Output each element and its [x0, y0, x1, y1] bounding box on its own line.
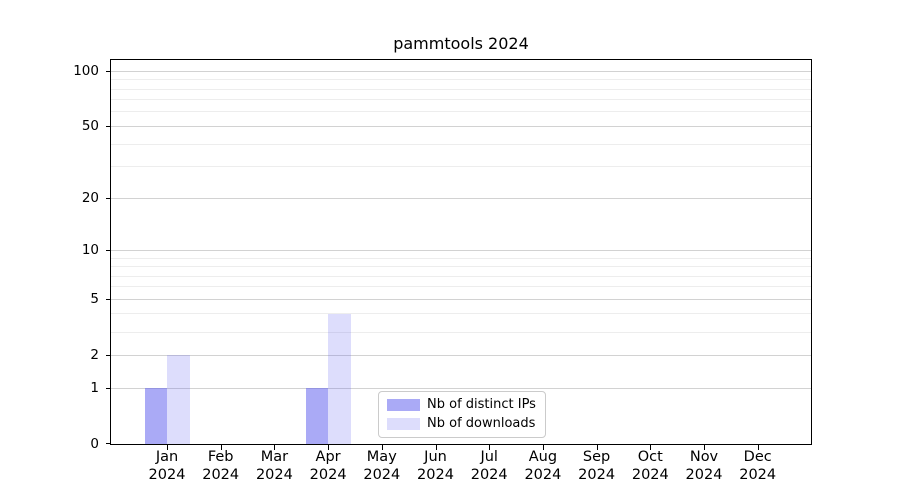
bar-distinct-ips: [305, 388, 329, 444]
y-axis-tick: [106, 443, 110, 444]
month-label: Mar: [260, 449, 289, 465]
month-label: Sep: [582, 449, 611, 465]
major-gridline: [111, 197, 811, 199]
year-label: 2024: [202, 466, 240, 483]
x-axis-tick: [489, 445, 491, 450]
month-label: May: [366, 449, 397, 465]
minor-gridline: [111, 111, 811, 113]
minor-gridline: [111, 257, 811, 259]
year-label: 2024: [524, 466, 562, 483]
month-label: Jan: [155, 449, 179, 465]
x-axis-tick-label: Jan 2024: [149, 449, 186, 484]
minor-gridline: [111, 88, 811, 90]
bar-downloads: [167, 355, 190, 444]
year-label: 2024: [631, 466, 669, 483]
minor-gridline: [111, 331, 811, 333]
minor-gridline: [111, 275, 811, 277]
year-label: 2024: [578, 466, 616, 483]
legend-swatch-distinct-ips: [387, 399, 420, 411]
y-axis-tick-label: 2: [90, 347, 99, 364]
x-axis-tick: [220, 445, 222, 450]
year-label: 2024: [255, 466, 293, 483]
minor-gridline: [111, 266, 811, 267]
plot-area: Nb of distinct IPs Nb of downloads 0 1 2 5 1…: [73, 59, 812, 483]
legend-label: Nb of downloads: [427, 416, 536, 431]
year-label: 2024: [417, 466, 454, 483]
x-axis-tick-label: Apr 2024: [310, 449, 347, 484]
x-axis-tick-label: Aug 2024: [524, 449, 561, 484]
month-label: Feb: [207, 449, 234, 465]
x-axis-tick: [167, 445, 168, 450]
y-axis-tick-label: 1: [90, 380, 99, 396]
x-axis-tick-label: Mar 2024: [256, 449, 293, 484]
x-axis-tick: [381, 445, 383, 450]
major-gridline: [111, 249, 811, 251]
x-axis-tick-label: Feb 2024: [202, 449, 239, 484]
y-axis-tick-label: 0: [90, 436, 99, 452]
y-axis-tick-label: 50: [81, 118, 99, 135]
x-axis-tick-label: Jun 2024: [417, 449, 454, 484]
minor-gridline: [111, 286, 811, 288]
bar-downloads: [328, 314, 351, 444]
legend-label: Nb of distinct IPs: [427, 397, 536, 412]
bar-distinct-ips: [144, 388, 167, 444]
y-axis-tick: [106, 299, 110, 301]
year-label: 2024: [363, 466, 401, 483]
x-axis-tick-label: Oct 2024: [632, 449, 669, 484]
year-label: 2024: [309, 466, 347, 483]
year-label: 2024: [148, 466, 186, 483]
minor-gridline: [111, 143, 811, 145]
major-gridline: [111, 70, 811, 72]
minor-gridline: [111, 313, 811, 315]
y-axis-tick: [106, 250, 110, 252]
y-axis-tick: [106, 388, 110, 389]
x-axis-tick: [435, 445, 437, 450]
year-label: 2024: [685, 466, 723, 483]
y-axis-tick-label: 100: [73, 63, 99, 80]
x-axis-tick-label: Jul 2024: [471, 449, 508, 484]
x-axis-tick: [650, 445, 652, 450]
minor-gridline: [111, 79, 811, 81]
major-gridline: [111, 298, 811, 300]
x-axis-tick-label: May 2024: [363, 449, 400, 484]
x-axis-tick-label: Dec 2024: [739, 449, 776, 484]
month-label: Nov: [689, 449, 719, 465]
month-label: Dec: [743, 449, 772, 465]
y-axis-tick: [106, 198, 110, 200]
minor-gridline: [111, 166, 811, 168]
chart-title: pammtools 2024: [393, 34, 529, 53]
x-axis-tick-label: Sep 2024: [578, 449, 615, 484]
y-axis-tick-label: 20: [81, 190, 99, 207]
month-label: Jul: [480, 449, 498, 465]
x-axis-tick: [704, 445, 705, 450]
year-label: 2024: [739, 466, 777, 483]
x-axis-tick: [542, 445, 544, 450]
y-axis-tick: [106, 71, 110, 73]
minor-gridline: [111, 99, 811, 101]
legend-item: Nb of downloads: [387, 416, 536, 432]
year-label: 2024: [470, 466, 508, 483]
x-axis-tick-label: Nov 2024: [686, 449, 723, 484]
month-label: Oct: [637, 449, 663, 465]
x-axis-tick: [596, 445, 598, 450]
legend: Nb of distinct IPs Nb of downloads: [378, 391, 546, 438]
y-axis-tick-label: 10: [81, 242, 99, 259]
major-gridline: [111, 387, 811, 389]
y-axis-tick: [106, 126, 110, 128]
x-axis-tick: [757, 445, 759, 450]
y-axis-tick-label: 5: [90, 291, 99, 308]
x-axis-tick: [328, 445, 330, 450]
major-gridline: [111, 125, 811, 127]
y-axis-tick: [106, 355, 110, 357]
major-gridline: [111, 354, 811, 356]
x-axis-tick: [274, 445, 276, 450]
month-label: Aug: [528, 449, 558, 465]
legend-item: Nb of distinct IPs: [387, 397, 536, 413]
legend-swatch-downloads: [387, 418, 420, 430]
month-label: Apr: [315, 449, 341, 465]
month-label: Jun: [424, 449, 447, 465]
